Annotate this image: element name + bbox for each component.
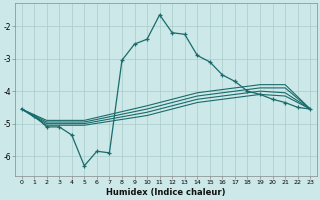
X-axis label: Humidex (Indice chaleur): Humidex (Indice chaleur): [106, 188, 226, 197]
